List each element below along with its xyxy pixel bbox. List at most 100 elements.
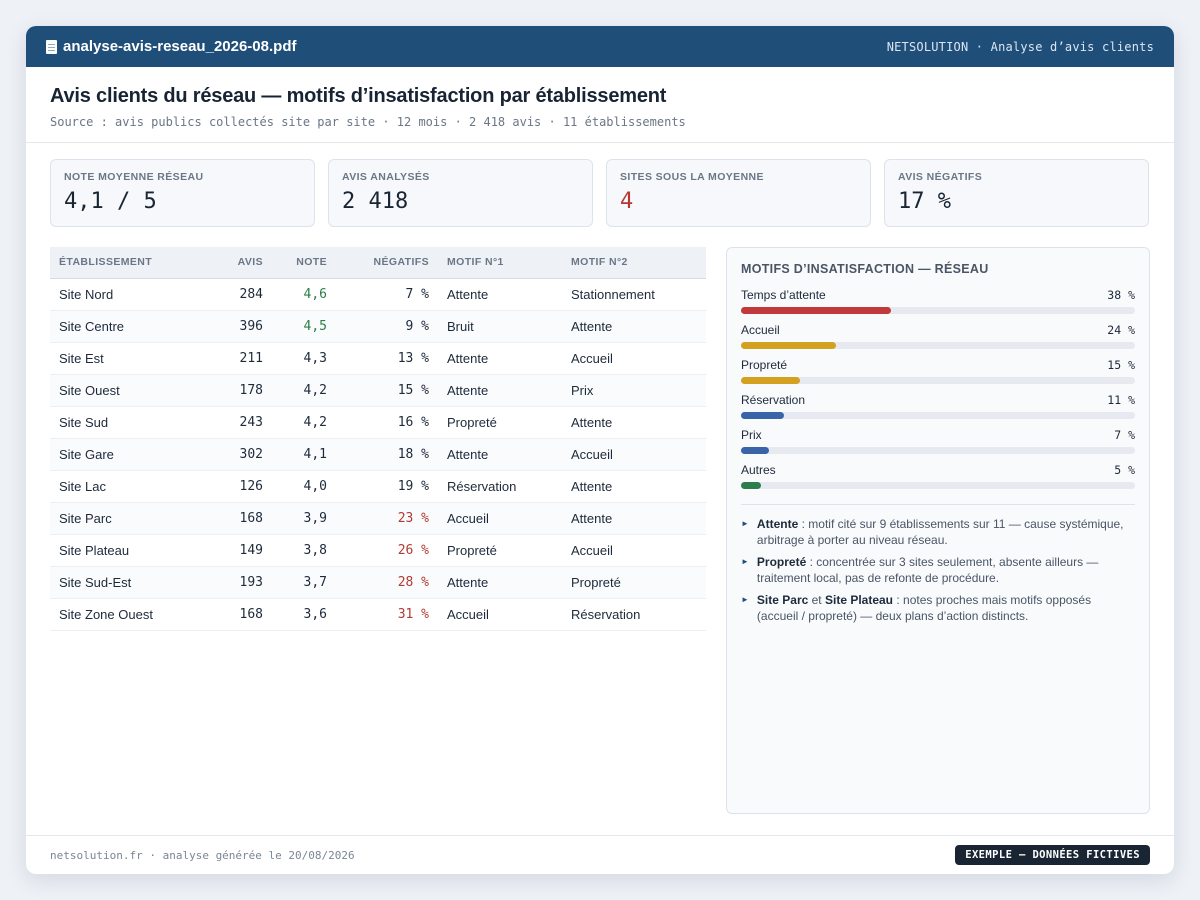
kpi-value: 4,1 / 5 <box>64 189 157 214</box>
table-row: Site Sud 243 4,2 16 % Propreté Attente <box>50 406 706 439</box>
cell-negatifs: 23 % <box>336 502 438 535</box>
cell-avis: 396 <box>210 310 272 343</box>
table-row: Site Est 211 4,3 13 % Attente Accueil <box>50 342 706 375</box>
cell-motif-2: Stationnement <box>562 278 706 311</box>
table-row: Site Sud-Est 193 3,7 28 % Attente Propreté <box>50 566 706 599</box>
cell-negatifs: 19 % <box>336 470 438 503</box>
cell-negatifs: 7 % <box>336 278 438 311</box>
reason-bar-header: Temps d’attente 38 % <box>741 288 1135 302</box>
reason-percent: 7 % <box>1114 428 1135 442</box>
cell-motif-2: Accueil <box>562 342 706 375</box>
cell-motif-1: Propreté <box>438 534 562 567</box>
bullet-triangle-icon: ► <box>741 595 749 604</box>
reason-bar-fill <box>741 377 801 384</box>
reason-bar-track <box>741 377 1135 384</box>
reason-bar-fill <box>741 307 891 314</box>
cell-site: Site Zone Ouest <box>50 598 210 631</box>
table-row: Site Lac 126 4,0 19 % Réservation Attente <box>50 470 706 503</box>
table-row: Site Plateau 149 3,8 26 % Propreté Accueil <box>50 534 706 567</box>
insight-item: ► Attente : motif cité sur 9 établissemen… <box>741 516 1135 548</box>
cell-site: Site Centre <box>50 310 210 343</box>
cell-note: 3,7 <box>272 566 336 599</box>
reason-bar-header: Autres 5 % <box>741 463 1135 477</box>
insights-list: ► Attente : motif cité sur 9 établissemen… <box>741 504 1135 624</box>
cell-motif-2: Propreté <box>562 566 706 599</box>
insight-item: ► Site Parc et Site Plateau : notes proch… <box>741 592 1135 624</box>
reason-label: Prix <box>741 428 762 442</box>
cell-negatifs: 13 % <box>336 342 438 375</box>
reason-bar-fill <box>741 482 761 489</box>
cell-avis: 243 <box>210 406 272 439</box>
reason-label: Autres <box>741 463 776 477</box>
cell-motif-1: Réservation <box>438 470 562 503</box>
reason-bar-fill <box>741 412 785 419</box>
cell-site: Site Lac <box>50 470 210 503</box>
reason-percent: 11 % <box>1107 393 1135 407</box>
reason-label: Temps d’attente <box>741 288 826 302</box>
document-window: analyse-avis-reseau_2026-08.pdf NETSOLUT… <box>26 26 1174 874</box>
reason-bar-track <box>741 342 1135 349</box>
reason-bar-track <box>741 307 1135 314</box>
insight-body: : notes proches mais motifs opposés (acc… <box>756 593 1092 623</box>
footer-text: netsolution.fr · analyse générée le 20/0… <box>50 848 355 862</box>
insight-connector: et <box>808 593 825 607</box>
cell-note: 4,2 <box>272 374 336 407</box>
title-bar: analyse-avis-reseau_2026-08.pdf NETSOLUT… <box>26 26 1174 67</box>
cell-negatifs: 31 % <box>336 598 438 631</box>
reason-bar-item: Propreté 15 % <box>741 358 1135 393</box>
cell-note: 4,3 <box>272 342 336 375</box>
column-header-note: NOTE <box>272 247 336 279</box>
cell-avis: 302 <box>210 438 272 471</box>
sites-table: ÉTABLISSEMENT AVIS NOTE NÉGATIFS MOTIF N… <box>50 247 706 631</box>
cell-motif-1: Accueil <box>438 598 562 631</box>
cell-motif-2: Attente <box>562 406 706 439</box>
bullet-triangle-icon: ► <box>741 557 749 566</box>
cell-negatifs: 18 % <box>336 438 438 471</box>
cell-site: Site Ouest <box>50 374 210 407</box>
cell-site: Site Parc <box>50 502 210 535</box>
insight-text: Propreté : concentrée sur 3 sites seulem… <box>757 554 1135 586</box>
reason-bar-track <box>741 482 1135 489</box>
cell-site: Site Plateau <box>50 534 210 567</box>
reason-label: Propreté <box>741 358 788 372</box>
cell-avis: 168 <box>210 598 272 631</box>
table-row: Site Zone Ouest 168 3,6 31 % Accueil Réservat… <box>50 598 706 631</box>
column-header-motif-1: MOTIF N°1 <box>438 247 562 279</box>
reason-bar-track <box>741 412 1135 419</box>
cell-motif-2: Attente <box>562 470 706 503</box>
kpi-row: NOTE MOYENNE RÉSEAU 4,1 / 5 AVIS ANALYSÉ… <box>26 143 1174 227</box>
kpi-label: AVIS NÉGATIFS <box>898 171 983 183</box>
cell-negatifs: 16 % <box>336 406 438 439</box>
insight-keyword: Site Plateau <box>824 593 894 607</box>
kpi-card-note-moyenne: NOTE MOYENNE RÉSEAU 4,1 / 5 <box>50 159 315 227</box>
reason-label: Réservation <box>741 393 806 407</box>
reason-bar-header: Propreté 15 % <box>741 358 1135 372</box>
cell-negatifs: 26 % <box>336 534 438 567</box>
table-row: Site Gare 302 4,1 18 % Attente Accueil <box>50 438 706 471</box>
main-content: ÉTABLISSEMENT AVIS NOTE NÉGATIFS MOTIF N… <box>26 227 1174 814</box>
cell-avis: 193 <box>210 566 272 599</box>
reason-bar-fill <box>741 447 769 454</box>
cell-motif-1: Attente <box>438 438 562 471</box>
cell-note: 3,8 <box>272 534 336 567</box>
sample-data-badge: EXEMPLE — DONNÉES FICTIVES <box>955 845 1150 865</box>
cell-motif-1: Attente <box>438 374 562 407</box>
cell-negatifs: 9 % <box>336 310 438 343</box>
reason-bar-header: Accueil 24 % <box>741 323 1135 337</box>
file-name: analyse-avis-reseau_2026-08.pdf <box>63 38 297 55</box>
reason-bar-fill <box>741 342 836 349</box>
reason-percent: 24 % <box>1107 323 1135 337</box>
cell-avis: 126 <box>210 470 272 503</box>
cell-negatifs: 28 % <box>336 566 438 599</box>
column-header-negatifs: NÉGATIFS <box>336 247 438 279</box>
cell-motif-2: Réservation <box>562 598 706 631</box>
file-title: analyse-avis-reseau_2026-08.pdf <box>46 38 296 55</box>
insight-keyword: Attente <box>756 517 799 531</box>
column-header-avis: AVIS <box>210 247 272 279</box>
cell-note: 3,6 <box>272 598 336 631</box>
insight-keyword: Propreté <box>756 555 807 569</box>
report-header: Avis clients du réseau — motifs d’insati… <box>26 67 1174 143</box>
cell-site: Site Sud <box>50 406 210 439</box>
cell-motif-2: Prix <box>562 374 706 407</box>
reason-label: Accueil <box>741 323 780 337</box>
